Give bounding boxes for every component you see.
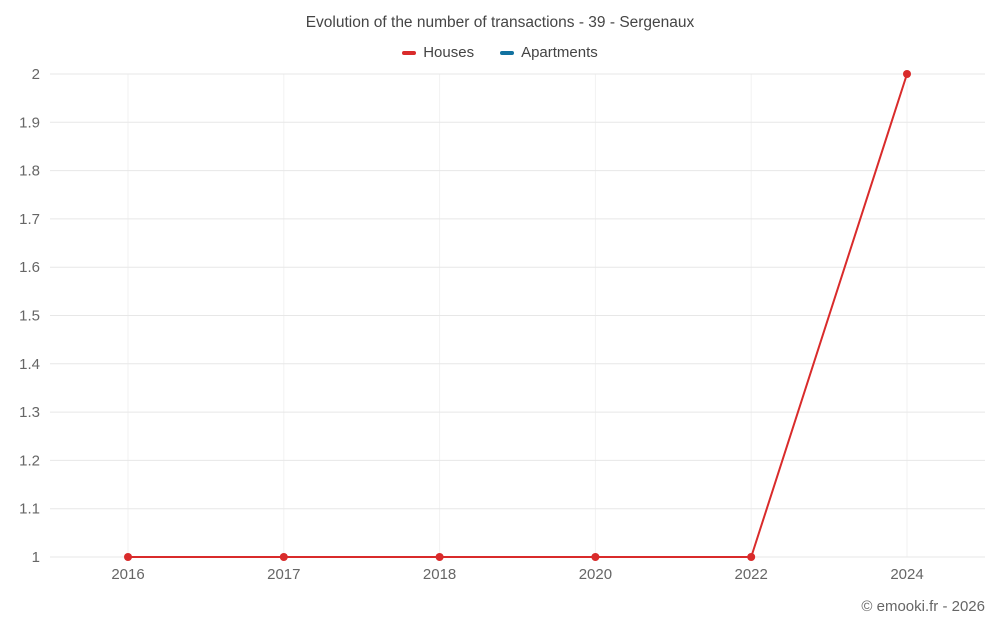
svg-text:1: 1	[32, 549, 40, 566]
legend-label-apartments: Apartments	[521, 44, 598, 61]
svg-text:1.5: 1.5	[19, 308, 40, 325]
houses-series-swatch-icon	[402, 50, 417, 55]
legend-item-houses[interactable]: Houses	[402, 44, 474, 61]
svg-text:2017: 2017	[267, 566, 300, 583]
svg-text:1.4: 1.4	[19, 356, 40, 373]
svg-text:1.7: 1.7	[19, 211, 40, 228]
svg-text:1.8: 1.8	[19, 163, 40, 180]
svg-text:1.9: 1.9	[19, 114, 40, 131]
apartments-series-swatch-icon	[500, 50, 515, 55]
legend-item-apartments[interactable]: Apartments	[500, 44, 598, 61]
svg-text:1.6: 1.6	[19, 259, 40, 276]
svg-text:2016: 2016	[111, 566, 144, 583]
chart-title: Evolution of the number of transactions …	[305, 14, 695, 31]
svg-text:1.2: 1.2	[19, 452, 40, 469]
svg-text:2020: 2020	[579, 566, 612, 583]
svg-text:2: 2	[32, 66, 40, 83]
legend: Houses Apartments	[0, 44, 1000, 61]
svg-text:2018: 2018	[423, 566, 456, 583]
svg-text:1.1: 1.1	[19, 501, 40, 518]
svg-text:1.3: 1.3	[19, 404, 40, 421]
svg-text:2024: 2024	[890, 566, 923, 583]
copyright: © emooki.fr - 2026	[861, 598, 985, 615]
svg-text:2022: 2022	[735, 566, 768, 583]
legend-label-houses: Houses	[423, 44, 475, 61]
